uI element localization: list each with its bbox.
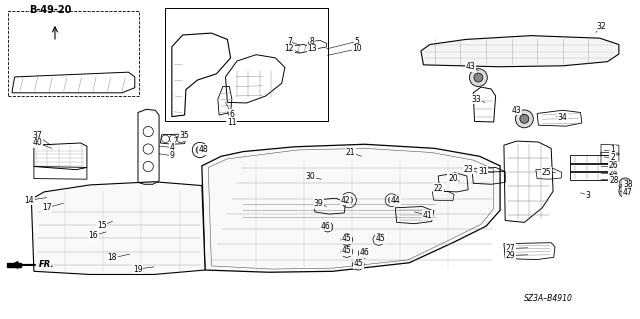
Text: 46: 46 <box>360 248 369 257</box>
Text: 35: 35 <box>180 131 189 140</box>
Text: FR.: FR. <box>39 260 54 270</box>
Text: 10: 10 <box>352 44 362 54</box>
Text: 13: 13 <box>308 44 317 54</box>
Bar <box>166 8 328 122</box>
Text: 1: 1 <box>610 145 615 154</box>
Text: 32: 32 <box>596 22 606 31</box>
Text: 19: 19 <box>133 264 143 274</box>
Text: 33: 33 <box>472 95 481 104</box>
Text: 47: 47 <box>623 188 633 197</box>
Ellipse shape <box>520 115 529 123</box>
Text: 27: 27 <box>506 244 515 253</box>
Text: 46: 46 <box>320 222 330 231</box>
Text: 29: 29 <box>506 251 515 260</box>
Text: 9: 9 <box>170 151 174 160</box>
Polygon shape <box>202 144 500 272</box>
Ellipse shape <box>356 262 361 267</box>
Bar <box>8 11 140 96</box>
Text: 37: 37 <box>33 131 43 140</box>
Text: 45: 45 <box>342 247 352 256</box>
Text: 8: 8 <box>310 37 315 46</box>
Text: 45: 45 <box>376 234 385 243</box>
Text: 15: 15 <box>97 221 106 230</box>
Text: 41: 41 <box>422 211 432 219</box>
Text: 12: 12 <box>285 44 294 54</box>
Ellipse shape <box>323 222 333 232</box>
Text: 22: 22 <box>433 184 443 193</box>
Text: 45: 45 <box>353 259 363 268</box>
Polygon shape <box>31 182 205 274</box>
Ellipse shape <box>515 110 533 128</box>
Text: 5: 5 <box>355 37 360 46</box>
Ellipse shape <box>469 69 487 86</box>
Text: 44: 44 <box>390 196 400 205</box>
Text: 17: 17 <box>42 203 51 212</box>
Text: 30: 30 <box>305 173 316 182</box>
Text: 23: 23 <box>463 165 473 174</box>
Text: 4: 4 <box>170 143 174 152</box>
Text: 25: 25 <box>542 168 552 177</box>
Ellipse shape <box>345 196 353 204</box>
Ellipse shape <box>376 237 381 242</box>
Text: 45: 45 <box>342 234 352 243</box>
Text: 18: 18 <box>108 254 117 263</box>
Text: 2: 2 <box>610 153 615 162</box>
Ellipse shape <box>344 249 349 254</box>
Text: B-49-20: B-49-20 <box>29 5 72 15</box>
Text: 11: 11 <box>227 117 237 127</box>
Text: 16: 16 <box>88 231 98 240</box>
Polygon shape <box>421 36 619 67</box>
Text: 43: 43 <box>465 62 475 71</box>
Text: 24: 24 <box>609 168 619 177</box>
Text: 26: 26 <box>609 161 619 170</box>
Ellipse shape <box>619 178 632 191</box>
Text: 28: 28 <box>609 176 618 185</box>
Text: 34: 34 <box>558 113 568 122</box>
Text: SZ3A–B4910: SZ3A–B4910 <box>524 294 573 303</box>
Ellipse shape <box>619 185 632 198</box>
Text: 39: 39 <box>314 199 324 208</box>
Text: 6: 6 <box>229 110 234 119</box>
Text: 14: 14 <box>24 196 35 205</box>
Text: 21: 21 <box>346 148 355 157</box>
Ellipse shape <box>358 248 369 258</box>
Text: 20: 20 <box>448 174 458 183</box>
Text: 42: 42 <box>340 196 350 205</box>
Text: 43: 43 <box>512 106 522 115</box>
Polygon shape <box>7 263 21 267</box>
Text: 3: 3 <box>586 190 591 200</box>
Text: 40: 40 <box>33 138 43 147</box>
Text: 48: 48 <box>199 145 209 154</box>
Text: 7: 7 <box>287 37 292 46</box>
Ellipse shape <box>196 146 204 154</box>
Ellipse shape <box>474 73 483 82</box>
Ellipse shape <box>388 197 395 203</box>
Ellipse shape <box>344 237 349 242</box>
Text: 31: 31 <box>478 167 488 176</box>
Text: 38: 38 <box>623 181 632 189</box>
